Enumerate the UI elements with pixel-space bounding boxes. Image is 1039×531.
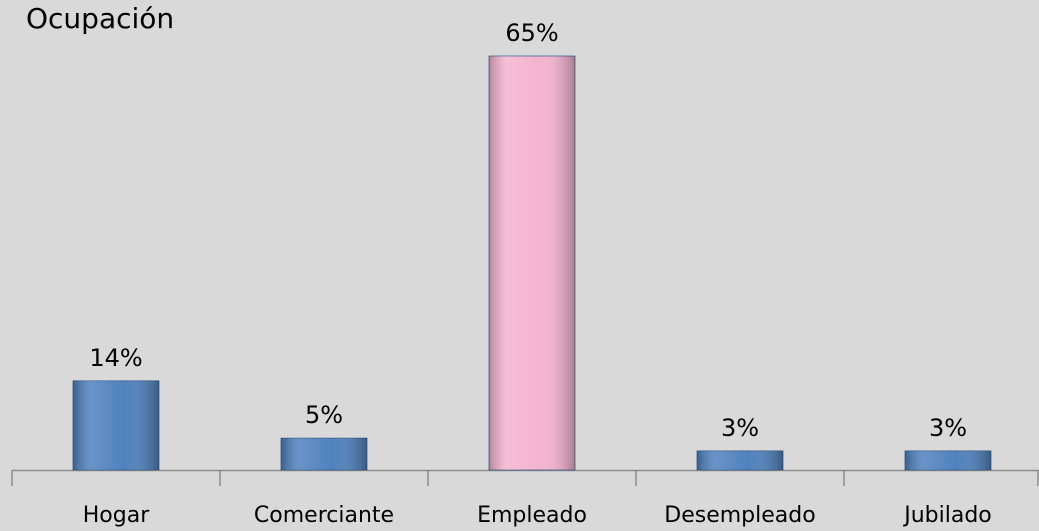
chart-title: Ocupación: [26, 2, 174, 35]
value-label: 65%: [505, 19, 558, 47]
x-tick-label: Empleado: [477, 503, 587, 528]
x-tick-label: Jubilado: [902, 503, 992, 528]
value-label: 14%: [89, 344, 142, 372]
bar-shade: [905, 450, 991, 470]
value-label: 3%: [929, 414, 967, 442]
x-tick-label: Desempleado: [664, 503, 815, 528]
value-label: 5%: [305, 401, 343, 429]
bar-shade: [489, 56, 575, 470]
x-tick-label: Hogar: [83, 503, 150, 528]
value-label: 3%: [721, 414, 759, 442]
bar-shade: [281, 438, 367, 470]
x-tick-label: Comerciante: [254, 503, 394, 528]
bar-shade: [73, 380, 159, 470]
bar-shade: [697, 450, 783, 470]
